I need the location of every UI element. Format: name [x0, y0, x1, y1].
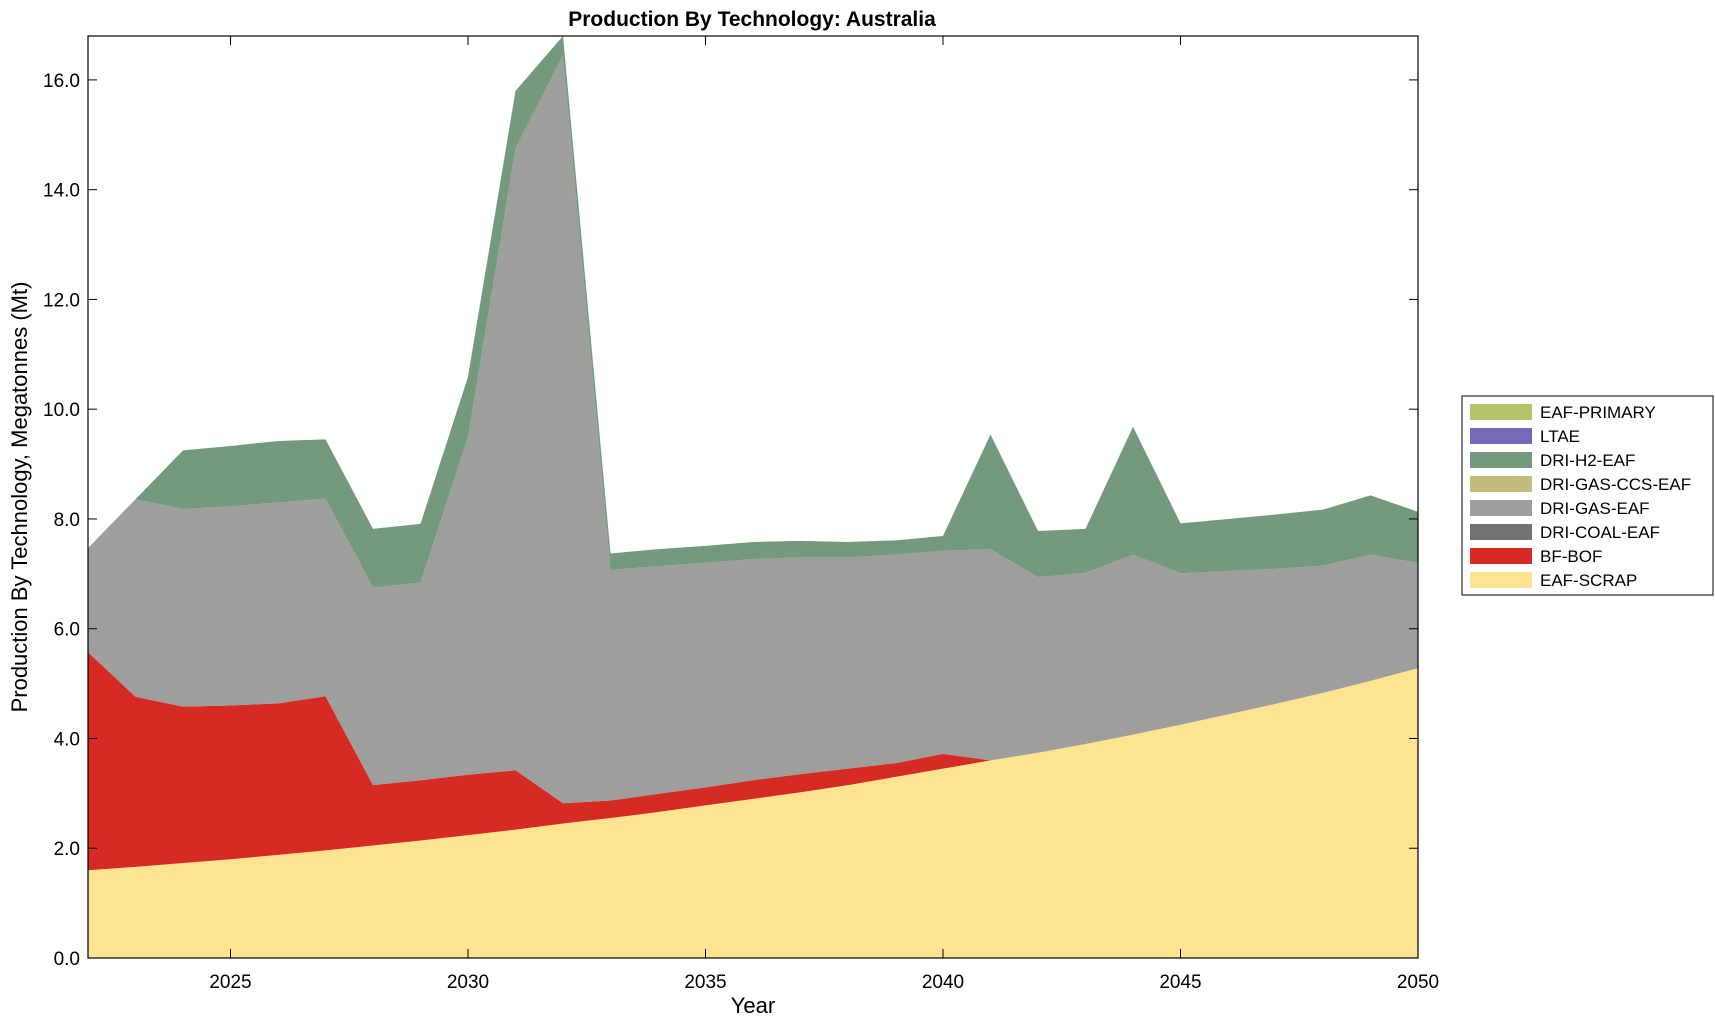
legend-swatch-dri-gas-eaf [1470, 500, 1532, 516]
legend-label-dri-coal-eaf: DRI-COAL-EAF [1540, 523, 1660, 542]
area-dri-h2-eaf [88, 36, 1418, 588]
x-tick-label: 2030 [447, 972, 489, 993]
legend-swatch-bf-bof [1470, 548, 1532, 564]
y-tick-label: 16.0 [43, 71, 80, 92]
y-axis-label: Production By Technology, Megatonnes (Mt… [7, 282, 32, 713]
chart-title: Production By Technology: Australia [568, 8, 936, 31]
legend-label-bf-bof: BF-BOF [1540, 547, 1602, 566]
legend-label-ltae: LTAE [1540, 427, 1580, 446]
area-bf-bof [88, 652, 1418, 871]
y-tick-label: 0.0 [54, 949, 80, 970]
legend-swatch-dri-coal-eaf [1470, 524, 1532, 540]
legend-swatch-dri-h2-eaf [1470, 452, 1532, 468]
y-tick-label: 14.0 [43, 181, 80, 202]
x-tick-label: 2040 [922, 972, 964, 993]
legend-label-dri-gas-eaf: DRI-GAS-EAF [1540, 499, 1650, 518]
area-eaf-scrap [88, 668, 1418, 958]
area-dri-gas-eaf [88, 55, 1418, 804]
y-tick-label: 2.0 [54, 839, 80, 860]
legend-label-dri-h2-eaf: DRI-H2-EAF [1540, 451, 1635, 470]
y-tick-label: 12.0 [43, 290, 80, 311]
x-tick-label: 2035 [684, 972, 726, 993]
legend-label-eaf-primary: EAF-PRIMARY [1540, 403, 1656, 422]
y-tick-label: 8.0 [54, 510, 80, 531]
x-tick-label: 2045 [1159, 972, 1201, 993]
plot-frame [87, 35, 1419, 959]
legend-label-eaf-scrap: EAF-SCRAP [1540, 571, 1637, 590]
legend-swatch-eaf-scrap [1470, 572, 1532, 588]
x-axis-label: Year [731, 993, 775, 1018]
legend-swatch-eaf-primary [1470, 404, 1532, 420]
legend-label-dri-gas-ccs-eaf: DRI-GAS-CCS-EAF [1540, 475, 1691, 494]
y-tick-label: 6.0 [54, 620, 80, 641]
legend: EAF-PRIMARY LTAE DRI-H2-EAF DRI-GAS-CCS-EAF… [1461, 395, 1714, 596]
legend-swatch-dri-gas-ccs-eaf [1470, 476, 1532, 492]
y-axis-ticks: 0.0 2.0 4.0 6.0 8.0 10.0 12.0 14.0 16.0 [43, 71, 1418, 970]
area-layers [88, 36, 1418, 958]
x-axis-ticks: 2025 2030 2035 2040 2045 2050 [209, 36, 1439, 993]
x-tick-label: 2025 [209, 972, 251, 993]
y-tick-label: 4.0 [54, 729, 80, 750]
legend-swatch-ltae [1470, 428, 1532, 444]
x-tick-label: 2050 [1397, 972, 1439, 993]
y-tick-label: 10.0 [43, 400, 80, 421]
